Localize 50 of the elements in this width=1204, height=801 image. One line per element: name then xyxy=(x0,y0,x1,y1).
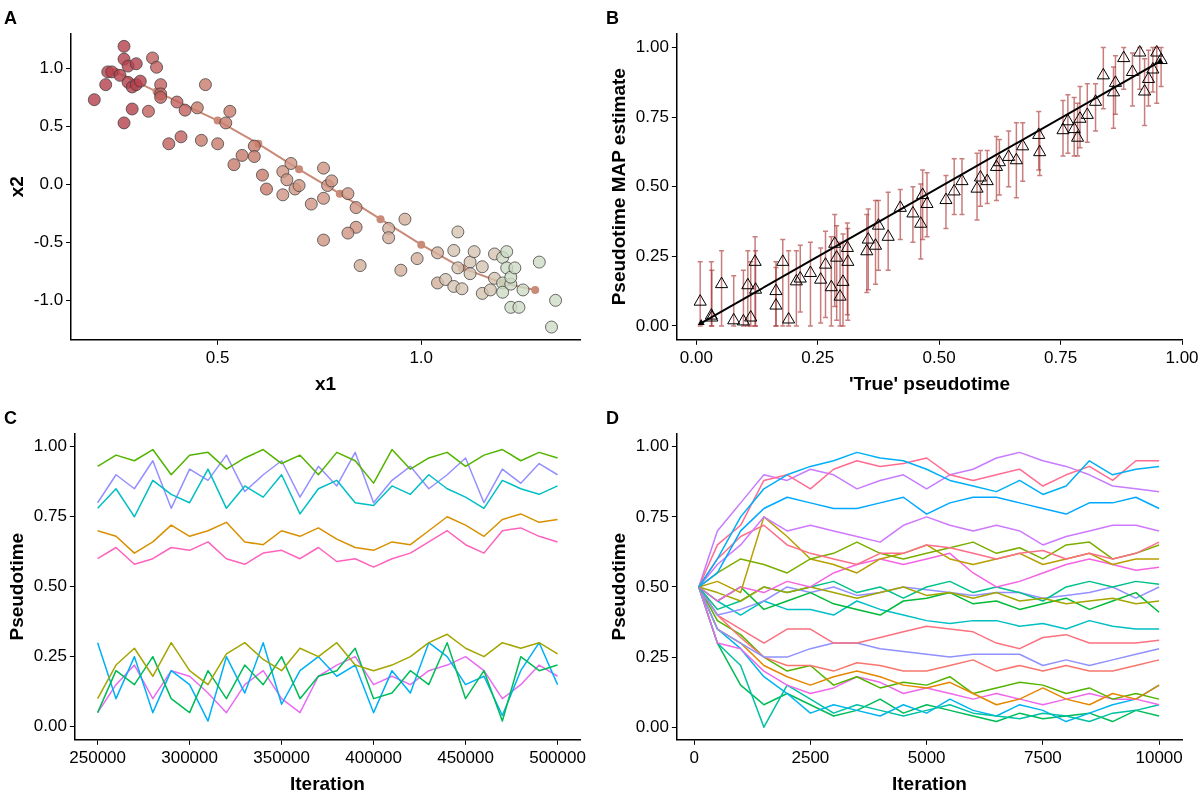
y-tick-label: 1.00 xyxy=(635,37,669,57)
x-tick-label: 0.25 xyxy=(801,347,835,367)
y-tick-label: 0.75 xyxy=(635,106,669,126)
y-axis-title: x2 xyxy=(5,176,27,198)
x-tick-label: 2500 xyxy=(791,747,830,767)
y-tick-label: 0.25 xyxy=(635,646,669,666)
x-tick-label: 0.5 xyxy=(205,347,230,367)
y-tick-label: 0.5 xyxy=(39,116,64,136)
y-tick-label: 0.50 xyxy=(635,176,669,196)
y-tick-label: 0.00 xyxy=(635,315,669,335)
x-tick-label: 1.0 xyxy=(409,347,434,367)
x-tick-label: 1.00 xyxy=(1165,347,1199,367)
y-axis-title: Pseudotime xyxy=(607,532,629,641)
x-axis-title: 'True' pseudotime xyxy=(848,372,1010,394)
y-tick-label: 1.00 xyxy=(635,436,669,456)
x-tick-label: 0.75 xyxy=(1044,347,1078,367)
y-tick-label: 1.0 xyxy=(39,58,64,78)
chart-title: C xyxy=(4,407,17,428)
x-tick-label: 0 xyxy=(689,747,699,767)
chart-title: D xyxy=(606,407,619,428)
y-tick-label: 0.75 xyxy=(635,506,669,526)
y-tick-label: 0.25 xyxy=(635,245,669,265)
y-tick-label: 0.0 xyxy=(39,174,64,194)
x-tick-label: 5000 xyxy=(907,747,946,767)
x-axis-title: Iteration xyxy=(891,772,967,794)
y-tick-label: 0.25 xyxy=(33,646,67,666)
y-tick-label: 0.00 xyxy=(33,716,67,736)
y-tick-label: 0.50 xyxy=(635,576,669,596)
chart-title: B xyxy=(606,7,619,28)
x-tick-label: 0.00 xyxy=(679,347,713,367)
x-tick-label: 400000 xyxy=(345,747,402,767)
x-axis-title: Iteration xyxy=(289,772,365,794)
y-axis-title: Pseudotime MAP estimate xyxy=(607,68,629,306)
x-tick-label: 300000 xyxy=(161,747,218,767)
y-tick-label: 0.50 xyxy=(33,576,67,596)
x-axis-title: x1 xyxy=(314,372,337,394)
x-tick-label: 7500 xyxy=(1023,747,1062,767)
y-tick-label: 1.00 xyxy=(33,436,67,456)
x-tick-label: 450000 xyxy=(437,747,494,767)
x-tick-label: 10000 xyxy=(1135,747,1183,767)
x-tick-label: 0.50 xyxy=(922,347,956,367)
y-tick-label: 0.00 xyxy=(635,716,669,736)
chart-title: A xyxy=(4,7,17,28)
y-tick-label: -0.5 xyxy=(33,232,64,252)
y-axis-title: Pseudotime xyxy=(5,532,27,641)
x-tick-label: 500000 xyxy=(529,747,586,767)
y-tick-label: 0.75 xyxy=(33,506,67,526)
x-tick-label: 250000 xyxy=(69,747,126,767)
x-tick-label: 350000 xyxy=(253,747,310,767)
y-tick-label: -1.0 xyxy=(33,290,64,310)
